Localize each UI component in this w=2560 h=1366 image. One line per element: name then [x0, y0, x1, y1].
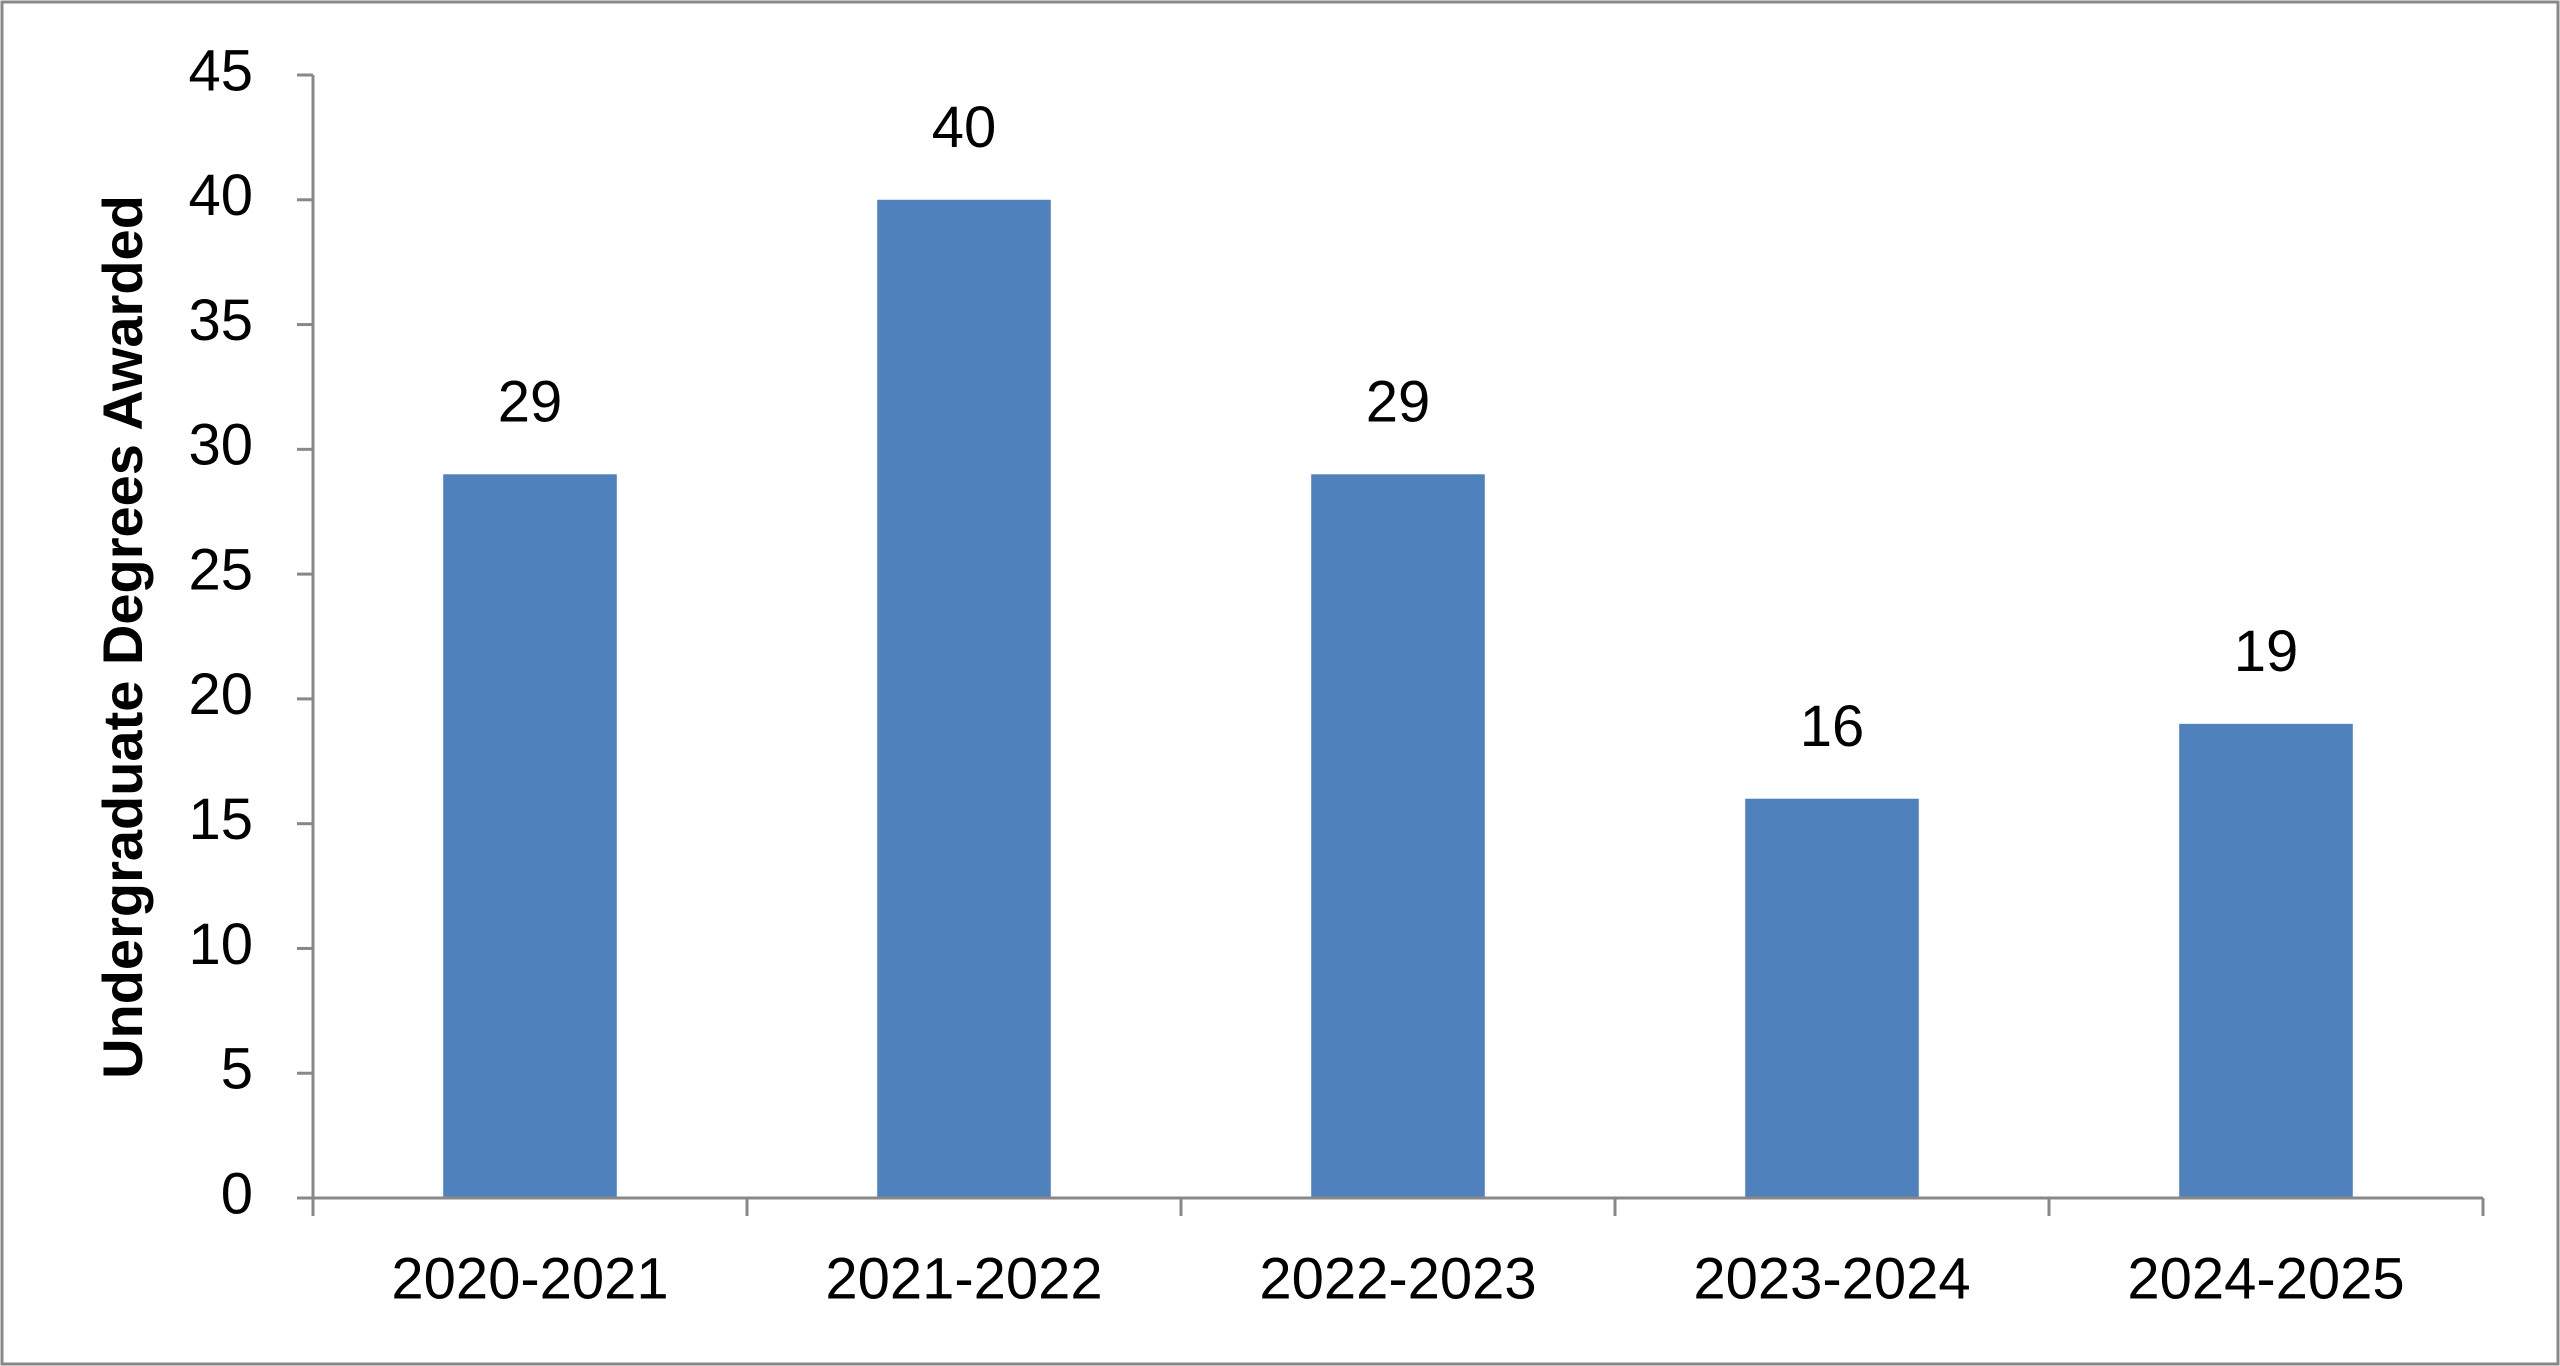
y-tick-label: 20 [188, 662, 253, 727]
bar [2179, 723, 2353, 1198]
y-axis-title: Undergraduate Degrees Awarded [91, 195, 154, 1079]
bar [877, 199, 1051, 1198]
y-tick-label: 35 [188, 288, 253, 353]
y-tick-label: 45 [188, 38, 253, 103]
y-tick-label: 0 [221, 1161, 253, 1226]
y-tick-label: 30 [188, 413, 253, 478]
data-label: 40 [932, 95, 997, 160]
data-label: 29 [1366, 370, 1431, 435]
x-tick-label: 2021-2022 [825, 1246, 1102, 1311]
x-tick-label: 2024-2025 [2127, 1246, 2404, 1311]
x-tick-label: 2023-2024 [1693, 1246, 1970, 1311]
bar [1745, 798, 1919, 1198]
data-label: 19 [2234, 619, 2299, 684]
y-tick-label: 40 [188, 163, 253, 228]
data-label: 16 [1800, 694, 1865, 759]
bar [443, 474, 617, 1198]
y-tick-label: 15 [188, 787, 253, 852]
y-tick-label: 5 [221, 1037, 253, 1102]
y-tick-label: 10 [188, 912, 253, 977]
x-tick-label: 2022-2023 [1259, 1246, 1536, 1311]
bar [1311, 474, 1485, 1198]
y-tick-label: 25 [188, 537, 253, 602]
x-tick-label: 2020-2021 [391, 1246, 668, 1311]
data-label: 29 [498, 370, 563, 435]
